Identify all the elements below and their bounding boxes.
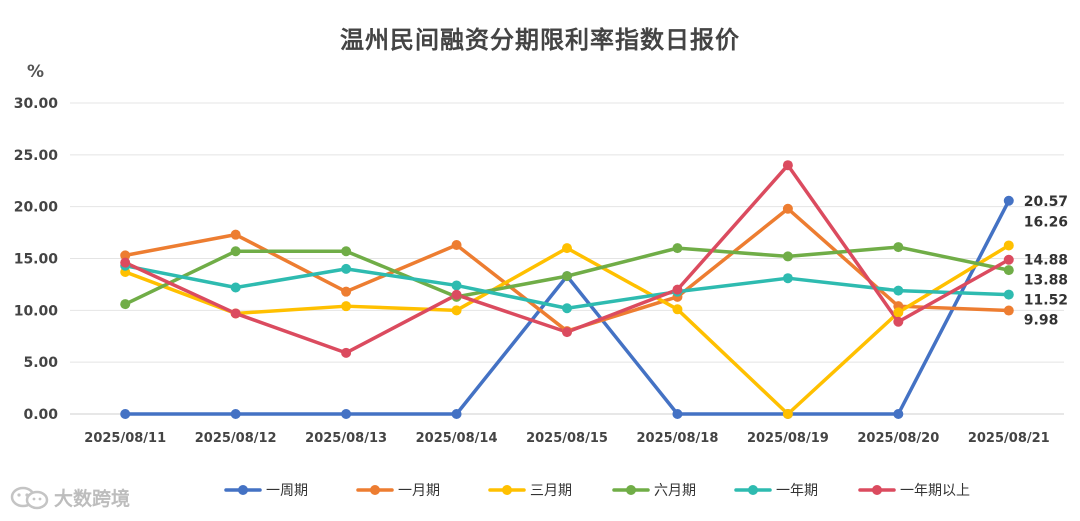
series-line	[123, 163, 1011, 355]
legend-label: 一年期	[776, 483, 818, 499]
data-point	[672, 304, 683, 315]
data-point	[451, 305, 462, 316]
watermark-text: 大数跨境	[54, 488, 131, 510]
data-point	[341, 286, 352, 297]
data-point	[451, 240, 462, 251]
end-data-label: 13.88	[1024, 273, 1068, 289]
y-tick-label: 5.00	[23, 355, 58, 371]
x-tick-label: 2025/08/14	[416, 431, 498, 446]
legend-marker	[626, 485, 636, 495]
data-point	[782, 273, 793, 284]
data-point	[341, 263, 352, 274]
x-tick-label: 2025/08/13	[305, 431, 387, 446]
data-point	[672, 409, 683, 419]
data-point	[341, 246, 352, 257]
data-point	[230, 282, 241, 293]
data-point	[451, 409, 462, 419]
data-point	[230, 229, 241, 240]
legend-label: 一年期以上	[900, 483, 970, 499]
end-data-label: 9.98	[1024, 313, 1059, 329]
data-point	[562, 243, 572, 254]
x-tick-label: 2025/08/18	[637, 431, 719, 446]
x-tick-label: 2025/08/15	[526, 431, 608, 446]
x-tick-label: 2025/08/11	[84, 431, 166, 446]
x-tick-label: 2025/08/20	[857, 431, 939, 446]
legend-label: 一周期	[266, 483, 308, 499]
legend-marker	[370, 485, 380, 495]
x-tick-label: 2025/08/12	[195, 431, 277, 446]
legend-marker	[748, 485, 758, 495]
data-point	[230, 246, 241, 257]
data-point	[782, 409, 793, 419]
y-tick-label: 10.00	[14, 303, 59, 319]
data-point	[1003, 289, 1014, 300]
data-point	[562, 327, 572, 338]
data-point	[1003, 254, 1014, 265]
x-tick-label: 2025/08/21	[968, 431, 1050, 446]
y-tick-label: 15.00	[14, 252, 59, 268]
data-point	[120, 257, 131, 268]
data-point	[451, 289, 462, 300]
legend-marker	[238, 485, 248, 495]
data-point	[1003, 265, 1014, 276]
y-tick-label: 20.00	[14, 200, 59, 216]
data-point	[782, 251, 793, 262]
data-point	[893, 242, 904, 253]
y-axis-unit: %	[27, 62, 45, 82]
data-point	[1003, 240, 1014, 251]
data-point	[893, 307, 904, 318]
y-tick-label: 25.00	[14, 148, 59, 164]
data-point	[1003, 305, 1014, 316]
end-data-label: 20.57	[1024, 194, 1068, 210]
data-point	[230, 409, 241, 419]
data-point	[562, 271, 572, 282]
data-point	[341, 347, 352, 358]
data-point	[562, 303, 572, 314]
end-data-label: 16.26	[1024, 214, 1068, 230]
legend-label: 三月期	[530, 483, 572, 499]
end-data-label: 14.88	[1024, 253, 1068, 269]
legend-label: 一月期	[398, 483, 440, 499]
data-point	[782, 160, 793, 171]
data-point	[893, 285, 904, 296]
data-point	[893, 409, 904, 419]
legend-marker	[872, 485, 882, 495]
data-point	[1003, 195, 1014, 206]
data-point	[893, 316, 904, 327]
data-point	[672, 284, 683, 295]
watermark: 大数跨境	[8, 484, 130, 511]
data-point	[451, 280, 462, 291]
data-point	[341, 301, 352, 312]
data-point	[120, 299, 131, 310]
legend-marker	[502, 485, 512, 495]
wechat-bubbles-icon	[10, 486, 49, 509]
data-point	[230, 308, 241, 319]
y-tick-label: 0.00	[23, 407, 58, 423]
data-point	[782, 203, 793, 214]
data-point	[120, 409, 131, 419]
x-tick-label: 2025/08/19	[747, 431, 829, 446]
data-point	[672, 243, 683, 254]
data-point	[120, 250, 131, 261]
chart-title: 温州民间融资分期限利率指数日报价	[340, 26, 740, 54]
end-data-label: 11.52	[1024, 293, 1068, 309]
y-tick-label: 30.00	[14, 96, 59, 112]
legend-label: 六月期	[654, 483, 696, 499]
data-point	[341, 409, 352, 419]
